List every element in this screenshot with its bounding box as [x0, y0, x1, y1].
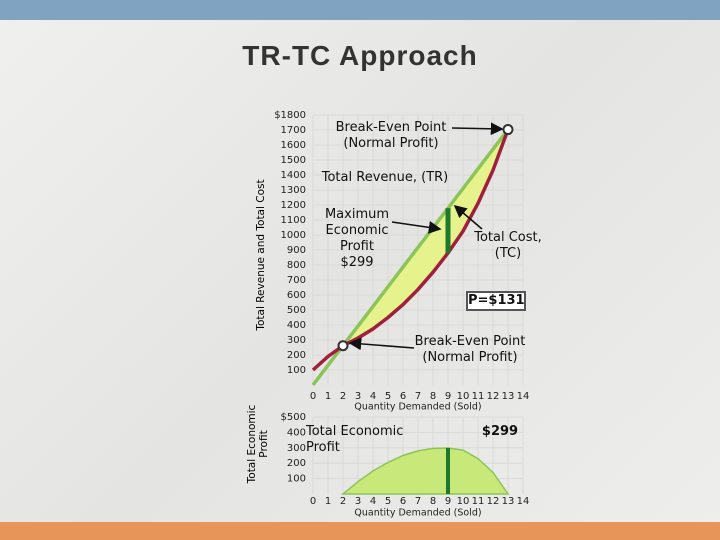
- x-tick-label: 2: [340, 496, 346, 507]
- x-tick-label: 5: [385, 496, 391, 507]
- y-tick-label: 1700: [281, 125, 306, 136]
- x-tick-label: 12: [487, 496, 500, 507]
- x-tick-label: 11: [472, 496, 485, 507]
- y-tick-label: 400: [287, 320, 306, 331]
- arrow: [451, 122, 504, 136]
- y-tick-label: 300: [287, 335, 306, 346]
- x-tick-label: 13: [502, 496, 515, 507]
- x-tick-label: 14: [517, 391, 530, 402]
- x-tick-label: 0: [310, 496, 316, 507]
- x-tick-label: 6: [400, 496, 406, 507]
- x-tick-label: 10: [457, 391, 470, 402]
- break-even-point: [337, 340, 349, 352]
- arrows: [348, 122, 504, 351]
- x-axis-title: Quantity Demanded (Sold): [354, 402, 481, 413]
- y-tick-label: 100: [287, 474, 306, 485]
- annotation: Total Economic Profit: [306, 424, 404, 455]
- x-tick-label: 10: [457, 496, 470, 507]
- x-tick-label: 7: [415, 496, 421, 507]
- x-tick-label: 12: [487, 391, 500, 402]
- annotation: Break-Even Point (Normal Profit): [335, 120, 447, 151]
- x-tick-label: 9: [445, 391, 451, 402]
- y-tick-label: 1600: [281, 140, 306, 151]
- x-axis-title: Quantity Demanded (Sold): [354, 508, 481, 519]
- y-tick-label: 1000: [281, 230, 306, 241]
- y-tick-label: 200: [287, 458, 306, 469]
- arrow: [391, 221, 442, 234]
- x-tick-label: 0: [310, 391, 316, 402]
- y-tick-label: 700: [287, 275, 306, 286]
- x-tick-label: 3: [355, 496, 361, 507]
- y-tick-label: $1800: [274, 110, 306, 121]
- arrow: [453, 204, 483, 230]
- y-axis-title: Total Economic Profit: [246, 404, 270, 484]
- annotation: Maximum Economic Profit $299: [324, 207, 390, 270]
- x-tick-label: 4: [370, 391, 376, 402]
- annotation: P=$131: [466, 291, 526, 311]
- x-tick-label: 1: [325, 391, 331, 402]
- y-tick-label: 1300: [281, 185, 306, 196]
- y-tick-label: 500: [287, 305, 306, 316]
- arrow: [348, 337, 415, 351]
- y-tick-label: $500: [281, 412, 306, 423]
- y-tick-label: 200: [287, 350, 306, 361]
- y-tick-label: 1400: [281, 170, 306, 181]
- top-band: [0, 0, 720, 20]
- y-tick-label: 600: [287, 290, 306, 301]
- x-tick-label: 6: [400, 391, 406, 402]
- x-tick-label: 11: [472, 391, 485, 402]
- x-tick-label: 7: [415, 391, 421, 402]
- y-axis-title: Total Revenue and Total Cost: [255, 179, 267, 331]
- y-tick-label: 1500: [281, 155, 306, 166]
- x-tick-label: 9: [445, 496, 451, 507]
- slide-title: TR-TC Approach: [242, 40, 478, 71]
- x-tick-label: 4: [370, 496, 376, 507]
- y-tick-label: 1100: [281, 215, 306, 226]
- x-tick-label: 8: [430, 391, 436, 402]
- profit-area: [340, 447, 510, 495]
- y-tick-label: 1200: [281, 200, 306, 211]
- x-tick-label: 14: [517, 496, 530, 507]
- y-tick-label: 900: [287, 245, 306, 256]
- bottom-band: [0, 522, 720, 540]
- series-label: Total Revenue, (TR): [321, 170, 449, 185]
- x-tick-label: 8: [430, 496, 436, 507]
- annotation: Break-Even Point (Normal Profit): [414, 334, 526, 365]
- x-tick-label: 5: [385, 391, 391, 402]
- x-tick-label: 13: [502, 391, 515, 402]
- y-tick-label: 300: [287, 443, 306, 454]
- series-label: Total Cost, (TC): [474, 230, 542, 261]
- y-tick-label: 400: [287, 427, 306, 438]
- x-tick-label: 1: [325, 496, 331, 507]
- break-even-point: [502, 124, 514, 136]
- y-tick-label: 800: [287, 260, 306, 271]
- y-tick-label: 100: [287, 365, 306, 376]
- x-tick-label: 2: [340, 391, 346, 402]
- x-tick-label: 3: [355, 391, 361, 402]
- annotation: $299: [481, 424, 519, 439]
